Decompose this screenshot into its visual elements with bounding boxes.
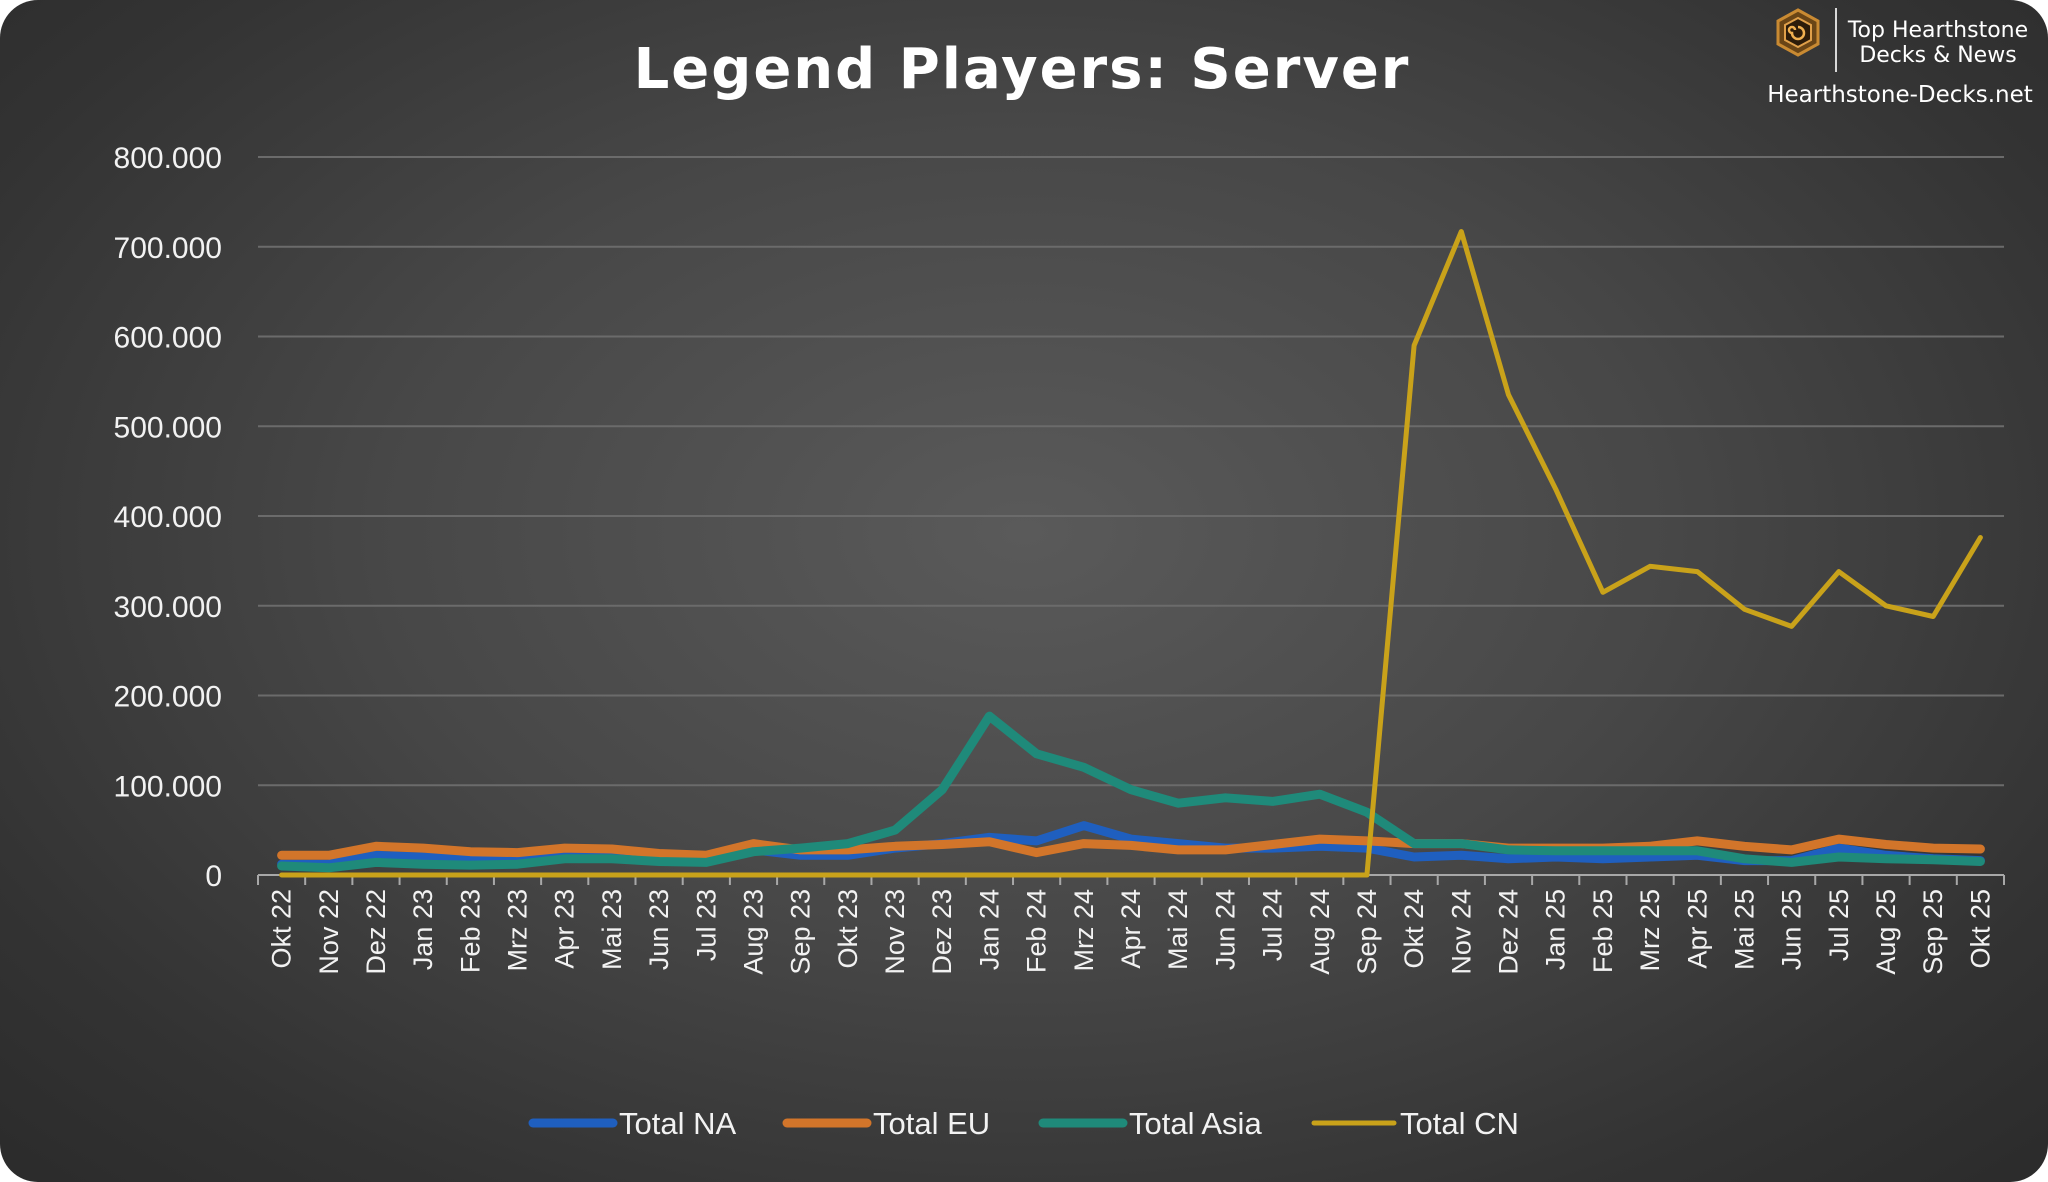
x-tick-label: Nov 22 — [314, 889, 344, 975]
x-tick-label: Mai 25 — [1729, 889, 1759, 970]
hearthstone-logo-icon — [1776, 8, 1820, 57]
x-tick-label: Mrz 23 — [503, 889, 533, 972]
x-tick-label: Aug 23 — [738, 889, 768, 975]
x-tick-label: Mrz 25 — [1635, 889, 1665, 972]
legend-label: Total NA — [619, 1106, 736, 1141]
x-tick-label: Nov 24 — [1446, 889, 1476, 975]
y-tick-label: 700.000 — [114, 232, 222, 265]
y-tick-label: 100.000 — [114, 770, 222, 803]
brand-site-url: Hearthstone-Decks.net — [1767, 82, 2033, 108]
x-tick-label: Aug 25 — [1871, 889, 1901, 975]
x-tick-label: Jun 24 — [1210, 889, 1240, 970]
y-tick-label: 200.000 — [114, 681, 222, 714]
series-line-total-asia — [277, 711, 1985, 873]
x-tick-label: Jan 24 — [974, 889, 1004, 970]
x-tick-label: Jul 25 — [1824, 889, 1854, 961]
x-tick-label: Jun 23 — [644, 889, 674, 970]
x-tick-label: Feb 24 — [1022, 889, 1052, 973]
x-tick-label: Okt 22 — [267, 889, 297, 969]
x-tick-label: Okt 24 — [1399, 889, 1429, 969]
x-axis: Okt 22 Nov 22 Dez 22 Jan 23 Feb 23 Mrz 23 Apr … — [257, 874, 2005, 975]
legend: Total NA Total EU Total Asia Total CN — [528, 1106, 1519, 1141]
x-tick-label: Mai 24 — [1163, 889, 1193, 970]
y-tick-label: 0 — [205, 860, 222, 893]
x-tick-label: Apr 25 — [1682, 889, 1712, 969]
x-tick-label: Dez 23 — [927, 889, 957, 975]
legend-label: Total EU — [873, 1106, 990, 1141]
x-tick-label: Jan 23 — [408, 889, 438, 970]
x-tick-label: Apr 23 — [550, 889, 580, 969]
y-tick-label: 300.000 — [114, 591, 222, 624]
y-tick-label: 400.000 — [114, 501, 222, 534]
y-tick-label: 800.000 — [114, 142, 222, 175]
x-tick-label: Sep 23 — [786, 889, 816, 975]
x-tick-label: Jul 24 — [1258, 889, 1288, 961]
legend-label: Total CN — [1400, 1106, 1519, 1141]
x-tick-label: Sep 24 — [1352, 889, 1382, 975]
series-lines — [277, 229, 1985, 878]
x-tick-label: Mrz 24 — [1069, 889, 1099, 972]
x-tick-label: Feb 23 — [455, 889, 485, 973]
x-tick-label: Nov 23 — [880, 889, 910, 975]
x-tick-label: Dez 22 — [361, 889, 391, 975]
series-line-total-cn — [279, 229, 1983, 878]
legend-label: Total Asia — [1129, 1106, 1262, 1141]
y-tick-label: 500.000 — [114, 411, 222, 444]
x-tick-label: Dez 24 — [1494, 889, 1524, 975]
brand-line-1: Top Hearthstone — [1847, 18, 2028, 43]
y-tick-label: 600.000 — [114, 322, 222, 355]
gridlines — [258, 156, 2004, 787]
x-tick-label: Jul 23 — [691, 889, 721, 961]
y-axis: 0 100.000 200.000 300.000 400.000 500.000 600.… — [114, 142, 222, 893]
x-tick-label: Okt 23 — [833, 889, 863, 969]
x-tick-label: Aug 24 — [1305, 889, 1335, 975]
x-tick-label: Mai 23 — [597, 889, 627, 970]
x-tick-label: Sep 25 — [1918, 889, 1948, 975]
x-tick-label: Apr 24 — [1116, 889, 1146, 969]
x-tick-label: Okt 25 — [1965, 889, 1995, 969]
x-tick-label: Feb 25 — [1588, 889, 1618, 973]
brand-line-2: Decks & News — [1859, 43, 2016, 68]
x-tick-label: Jun 25 — [1777, 889, 1807, 970]
x-tick-label: Jan 25 — [1541, 889, 1571, 970]
series-line-total-eu — [277, 834, 1985, 860]
chart-title: Legend Players: Server — [634, 37, 1411, 102]
